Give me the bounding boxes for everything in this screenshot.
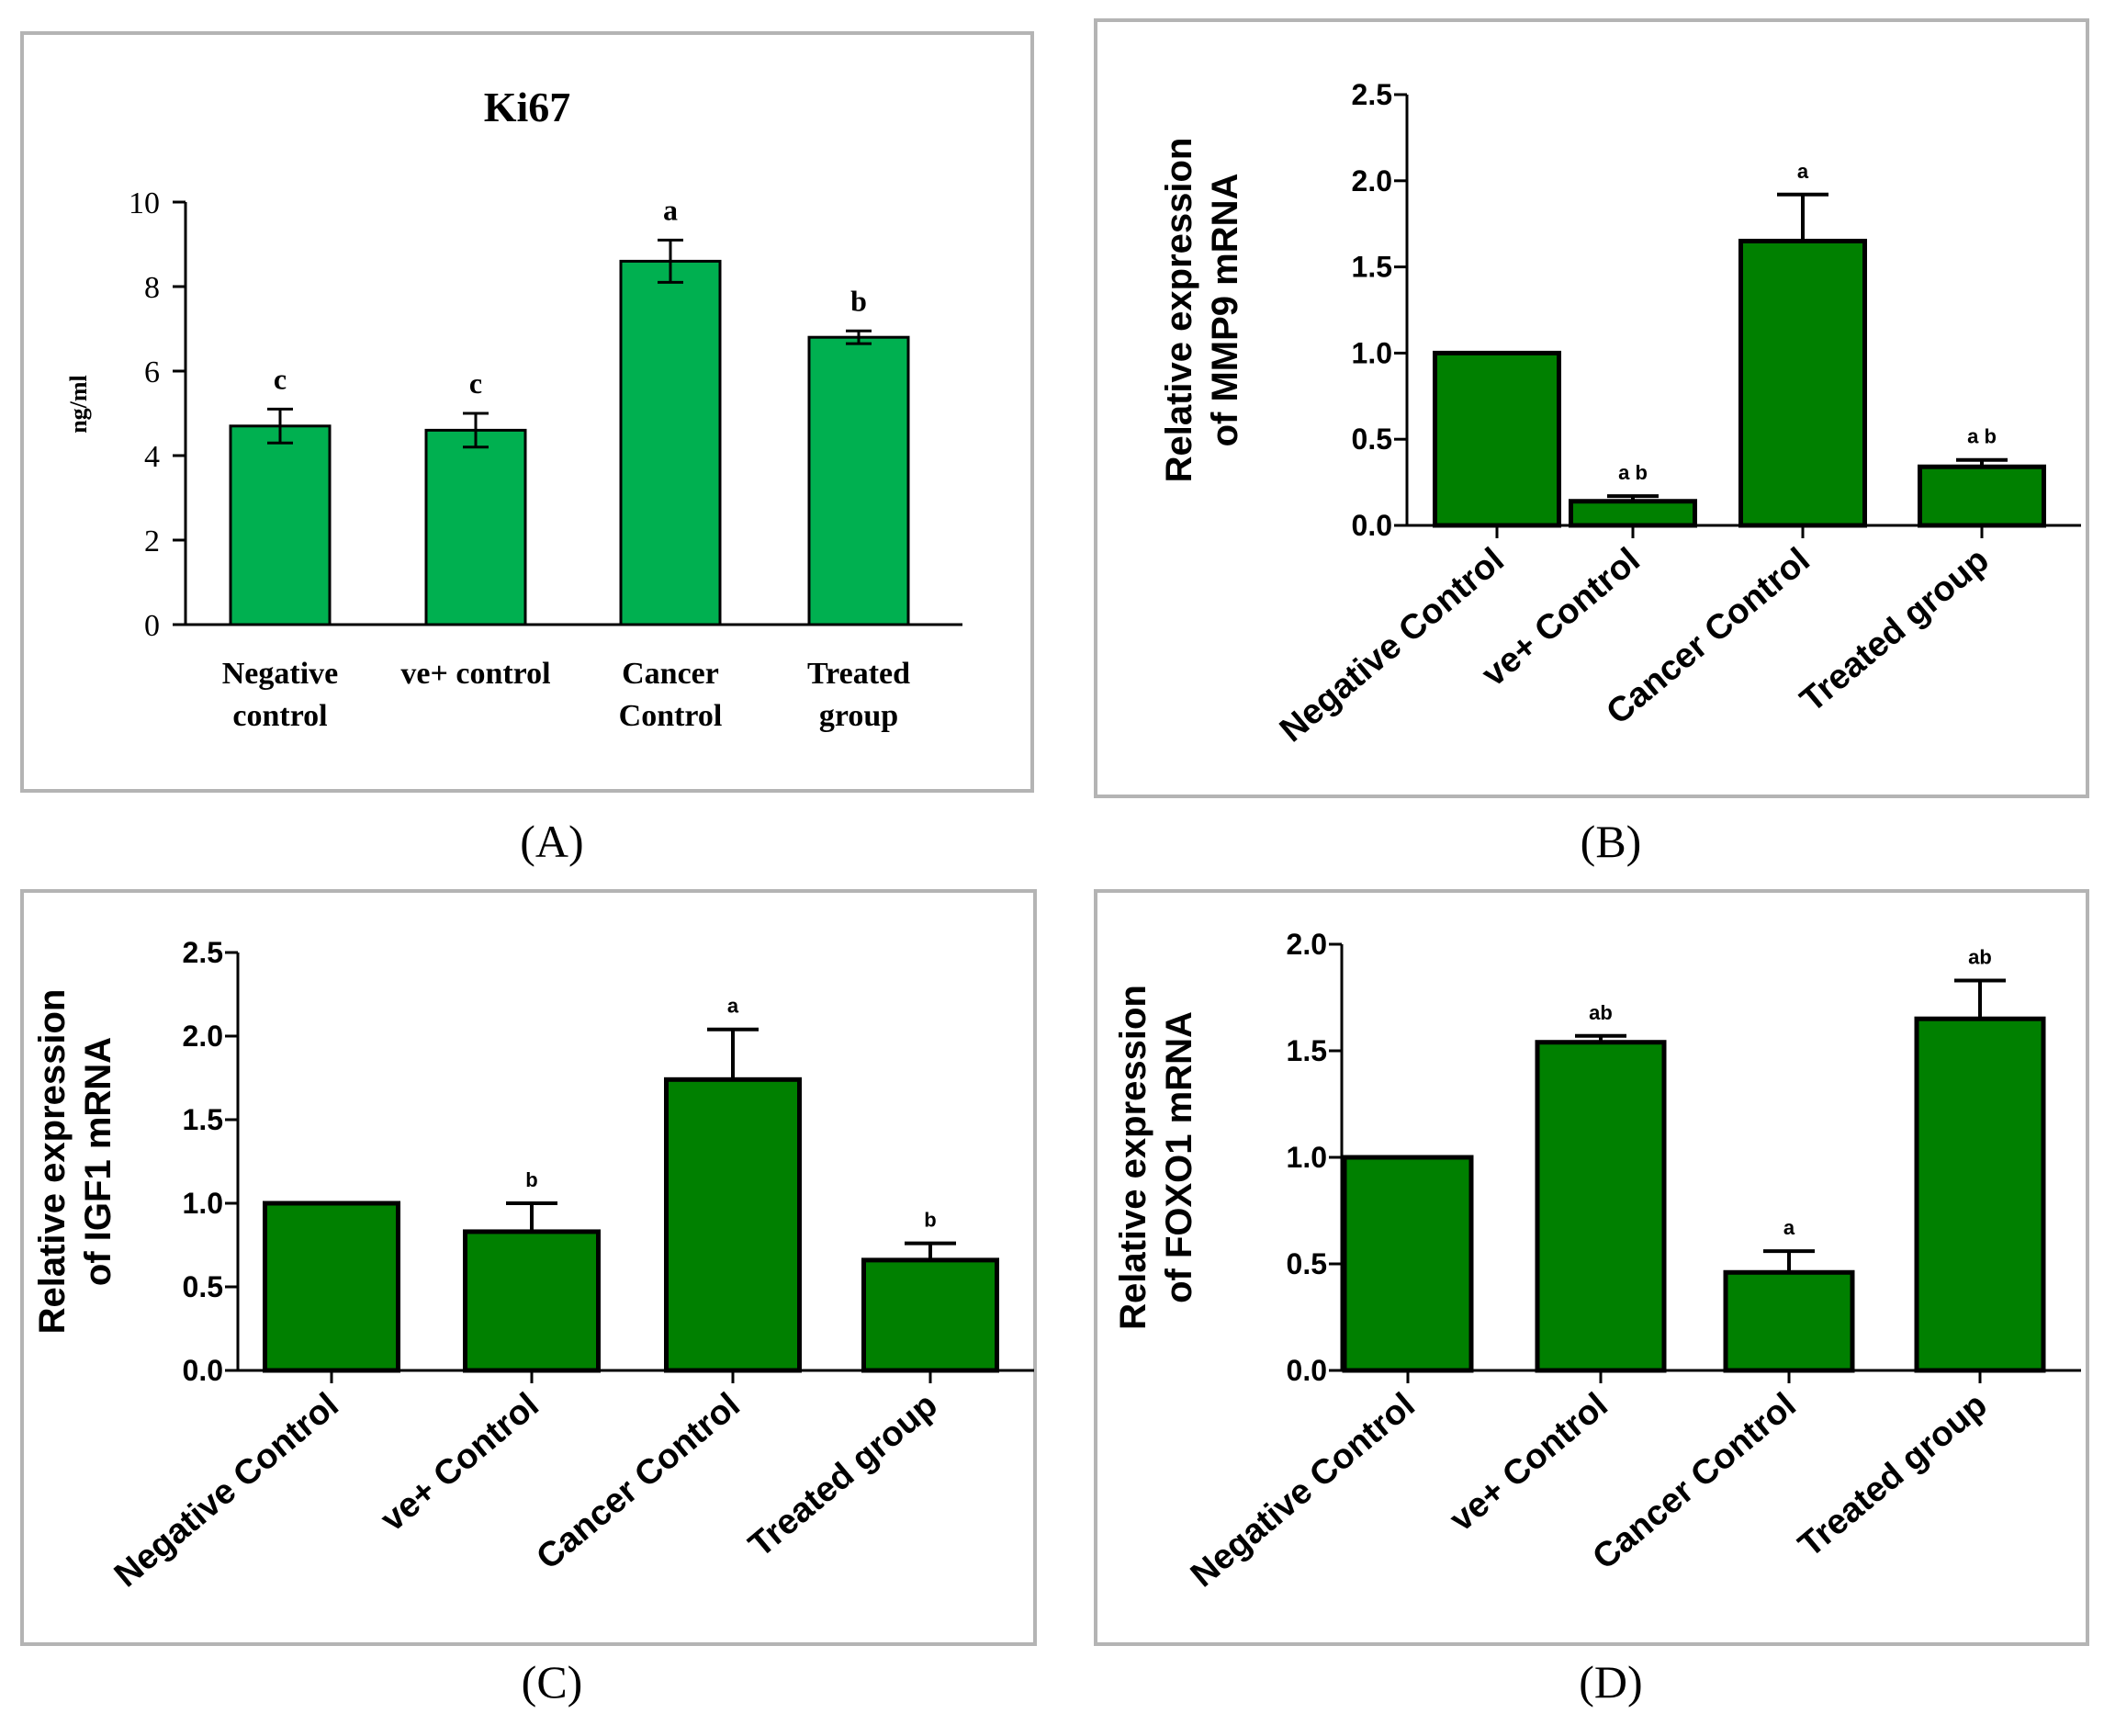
y-tick-label: 1.0 [1287, 1141, 1327, 1174]
significance-letter: b [850, 284, 867, 317]
panel-label-c: (C) [522, 1656, 583, 1708]
bar [619, 259, 722, 626]
y-axis-label: ng/ml [65, 375, 92, 434]
bar [1738, 238, 1867, 528]
y-axis-label: of FOXO1 mRNA [1159, 1011, 1199, 1303]
y-tick-label: 4 [144, 440, 160, 474]
y-axis-label: of IGF1 mRNA [78, 1037, 118, 1286]
y-tick-label: 0.5 [1352, 423, 1392, 456]
error-bar [463, 411, 489, 449]
y-tick-label: 8 [144, 271, 160, 305]
x-category-label: ve+ control [400, 657, 550, 691]
y-tick-label: 0 [144, 609, 160, 643]
x-category-label: control [232, 699, 327, 733]
bar [1342, 1155, 1474, 1373]
x-category-label: Treated [807, 657, 910, 691]
error-bar [1777, 192, 1828, 242]
significance-letter: c [274, 362, 287, 395]
error-bar [1956, 457, 2008, 468]
x-category-label: Cancer [622, 657, 719, 691]
bar [1433, 350, 1561, 528]
bar [463, 1229, 601, 1373]
y-axis-label: Relative expression [1159, 138, 1199, 483]
significance-letter: a [727, 995, 739, 1018]
error-bar [846, 329, 872, 345]
error-bar [1763, 1249, 1815, 1273]
y-tick-label: 6 [144, 355, 160, 389]
significance-letter: a [1797, 160, 1809, 183]
y-tick-label: 1.5 [1352, 251, 1392, 284]
significance-letter: ab [1589, 1001, 1613, 1024]
bar [1723, 1269, 1855, 1373]
bar [229, 424, 332, 626]
chart-panel-a: 0 2 4 6 8 10 c Negative control c ve+ control a Canc… [20, 31, 1034, 793]
bar [664, 1077, 802, 1373]
y-tick-label: 0.0 [1287, 1354, 1327, 1387]
y-tick-label: 2.5 [1352, 78, 1392, 111]
y-tick-label: 1.0 [1352, 336, 1392, 369]
bar [1569, 499, 1697, 528]
panel-frame [1094, 18, 2089, 798]
error-bar [905, 1241, 956, 1260]
significance-letter: a b [1618, 461, 1648, 484]
significance-letter: b [525, 1168, 537, 1191]
y-axis-label: of MMP9 mRNA [1205, 174, 1245, 447]
y-tick-label: 2.0 [1352, 164, 1392, 197]
significance-letter: a [1783, 1216, 1795, 1239]
bar [1914, 1016, 2046, 1373]
bar [424, 428, 527, 626]
panel-label-d: (D) [1579, 1656, 1642, 1708]
y-axis-label: Relative expression [1113, 985, 1153, 1330]
y-tick-label: 1.0 [183, 1187, 223, 1220]
error-bar [267, 407, 293, 445]
significance-letter: a [663, 193, 678, 226]
error-bar [1607, 494, 1659, 502]
error-bar [1575, 1033, 1626, 1043]
panel-label-b: (B) [1581, 816, 1642, 867]
y-tick-label: 0.0 [1352, 509, 1392, 542]
bar [263, 1201, 400, 1373]
error-bar [1954, 978, 2006, 1020]
y-tick-label: 2.0 [183, 1020, 223, 1053]
significance-letter: b [924, 1209, 936, 1232]
bar [1918, 464, 2046, 528]
y-tick-label: 0.5 [1287, 1247, 1327, 1280]
panel-label-a: (A) [520, 816, 583, 867]
bar [861, 1257, 999, 1373]
bar [807, 335, 910, 626]
x-category-label: Control [619, 699, 723, 733]
y-tick-label: 0.0 [183, 1354, 223, 1387]
chart-title: Ki67 [484, 84, 571, 130]
bar [1535, 1040, 1667, 1373]
y-tick-label: 1.5 [1287, 1034, 1327, 1067]
y-tick-label: 0.5 [183, 1270, 223, 1303]
y-tick-label: 10 [129, 186, 160, 220]
error-bar [707, 1027, 759, 1080]
y-tick-label: 1.5 [183, 1103, 223, 1136]
significance-letter: c [469, 366, 482, 400]
significance-letter: a b [1967, 425, 1997, 448]
error-bar [506, 1201, 557, 1232]
y-axis-label: Relative expression [32, 989, 73, 1335]
significance-letter: ab [1968, 945, 1992, 968]
x-category-label: group [819, 699, 898, 733]
y-tick-label: 2.0 [1287, 928, 1327, 961]
y-tick-label: 2 [144, 524, 160, 558]
y-tick-label: 2.5 [183, 936, 223, 969]
error-bar [658, 238, 683, 284]
x-category-label: Negative [222, 657, 339, 691]
